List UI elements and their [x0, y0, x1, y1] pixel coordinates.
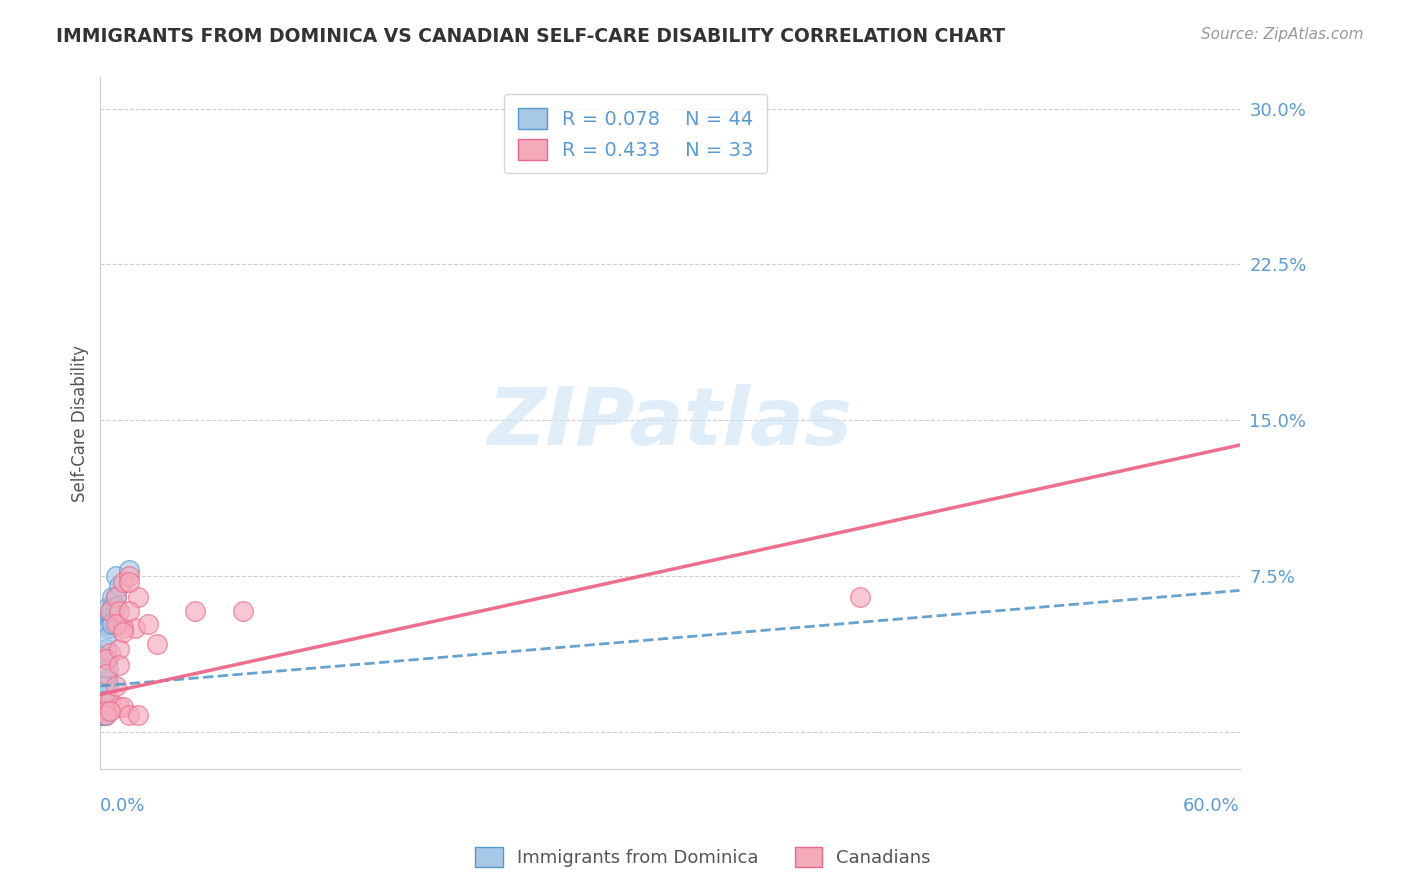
Point: [97, 621, 120, 635]
Point: [93, 693, 115, 707]
Y-axis label: Self-Care Disability: Self-Care Disability: [72, 345, 89, 502]
Point: [97, 679, 120, 693]
Point: [108, 658, 131, 673]
Point: [93, 708, 115, 723]
Point: [112, 699, 135, 714]
Point: [94, 632, 117, 646]
Point: [93, 699, 115, 714]
Point: [97, 662, 120, 676]
Point: [97, 600, 120, 615]
Point: [93, 708, 115, 723]
Point: [93, 704, 115, 718]
Point: [93, 708, 115, 723]
Point: [108, 604, 131, 618]
Point: [94, 704, 117, 718]
Point: [94, 673, 117, 687]
Point: [127, 708, 149, 723]
Point: [118, 569, 141, 583]
Text: IMMIGRANTS FROM DOMINICA VS CANADIAN SELF-CARE DISABILITY CORRELATION CHART: IMMIGRANTS FROM DOMINICA VS CANADIAN SEL…: [56, 27, 1005, 45]
Point: [93, 704, 115, 718]
Point: [94, 616, 117, 631]
Point: [108, 699, 131, 714]
Point: [93, 708, 115, 723]
Point: [104, 590, 127, 604]
Point: [94, 666, 117, 681]
Point: [98, 693, 121, 707]
Point: [104, 569, 127, 583]
Point: [104, 679, 127, 693]
Legend: Immigrants from Dominica, Canadians: Immigrants from Dominica, Canadians: [468, 839, 938, 874]
Text: 0.0%: 0.0%: [100, 797, 146, 814]
Point: [93, 693, 115, 707]
Point: [146, 637, 169, 651]
Point: [93, 704, 115, 718]
Point: [112, 575, 135, 590]
Point: [94, 693, 117, 707]
Point: [93, 708, 115, 723]
Point: [93, 708, 115, 723]
Point: [93, 693, 115, 707]
Point: [94, 652, 117, 666]
Point: [232, 604, 254, 618]
Point: [104, 590, 127, 604]
Point: [98, 616, 121, 631]
Point: [94, 652, 117, 666]
Point: [93, 708, 115, 723]
Point: [94, 641, 117, 656]
Point: [124, 621, 146, 635]
Point: [184, 604, 207, 618]
Text: ZIPatlas: ZIPatlas: [488, 384, 852, 462]
Point: [98, 604, 121, 618]
Point: [94, 708, 117, 723]
Point: [100, 616, 122, 631]
Point: [93, 708, 115, 723]
Point: [98, 646, 121, 660]
Point: [118, 563, 141, 577]
Point: [93, 687, 115, 701]
Point: [112, 621, 135, 635]
Point: [97, 673, 120, 687]
Point: [118, 575, 141, 590]
Point: [100, 590, 122, 604]
Point: [108, 641, 131, 656]
Point: [93, 679, 115, 693]
Point: [93, 693, 115, 707]
Point: [108, 579, 131, 593]
Point: [93, 679, 115, 693]
Point: [93, 704, 115, 718]
Point: [98, 704, 121, 718]
Point: [112, 625, 135, 640]
Point: [118, 708, 141, 723]
Point: [136, 616, 159, 631]
Point: [118, 604, 141, 618]
Point: [97, 652, 120, 666]
Point: [93, 708, 115, 723]
Point: [100, 600, 122, 615]
Point: [93, 708, 115, 723]
Legend: R = 0.078    N = 44, R = 0.433    N = 33: R = 0.078 N = 44, R = 0.433 N = 33: [505, 94, 768, 173]
Point: [98, 610, 121, 624]
Text: 60.0%: 60.0%: [1182, 797, 1240, 814]
Point: [127, 590, 149, 604]
Text: Source: ZipAtlas.com: Source: ZipAtlas.com: [1201, 27, 1364, 42]
Point: [108, 616, 131, 631]
Point: [104, 616, 127, 631]
Point: [849, 590, 872, 604]
Point: [93, 704, 115, 718]
Point: [104, 600, 127, 615]
